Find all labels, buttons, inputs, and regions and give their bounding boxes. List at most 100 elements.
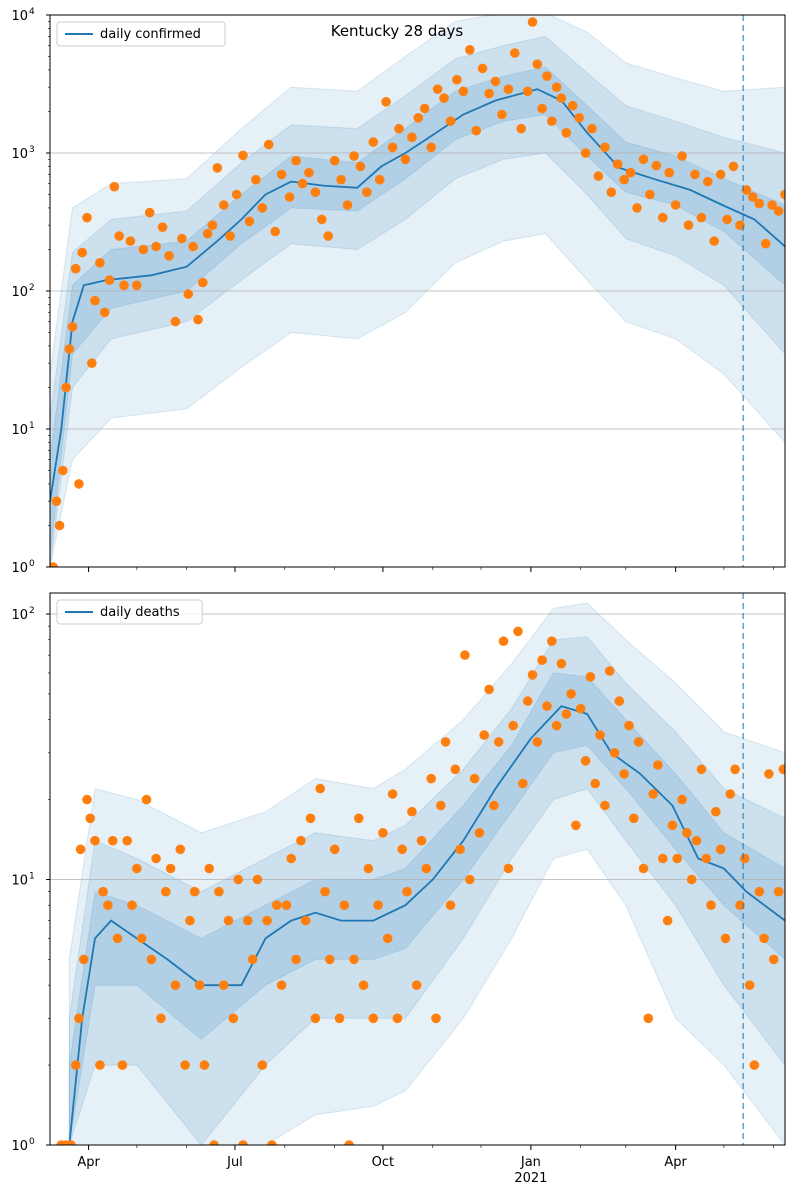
confirmed-observed-point bbox=[132, 280, 142, 291]
confirmed-observed-point bbox=[748, 192, 758, 202]
deaths-observed-point bbox=[368, 1013, 379, 1024]
deaths-observed-point bbox=[112, 933, 123, 944]
deaths-y-tick-label: 10 bbox=[11, 1139, 28, 1154]
deaths-observed-point bbox=[243, 915, 253, 926]
deaths-observed-point bbox=[662, 915, 673, 926]
confirmed-observed-point bbox=[251, 174, 261, 185]
confirmed-observed-point bbox=[452, 74, 462, 85]
deaths-observed-point bbox=[358, 980, 369, 990]
confirmed-band-mid bbox=[50, 35, 785, 567]
confirmed-observed-point bbox=[664, 167, 674, 178]
confirmed-observed-points bbox=[50, 17, 785, 567]
deaths-observed-point bbox=[575, 703, 586, 714]
confirmed-y-tick-label: 10 bbox=[11, 285, 28, 300]
deaths-axes-frame bbox=[49, 592, 786, 1146]
deaths-observed-point bbox=[503, 863, 514, 874]
deaths-observed-point bbox=[310, 1013, 321, 1024]
confirmed-observed-point bbox=[522, 86, 533, 97]
confirmed-observed-point bbox=[477, 63, 488, 74]
deaths-observed-point bbox=[82, 794, 92, 805]
deaths-observed-point bbox=[518, 778, 528, 789]
confirmed-y-tick-label: 10 bbox=[11, 423, 28, 438]
confirmed-observed-point bbox=[619, 174, 629, 185]
deaths-y-tick-label: 10 bbox=[11, 874, 28, 889]
confirmed-observed-point bbox=[606, 187, 617, 197]
deaths-observed-point bbox=[228, 1013, 239, 1024]
deaths-observed-point bbox=[194, 980, 205, 990]
deaths-y-tick-exponent: 2 bbox=[29, 606, 35, 616]
confirmed-observed-point bbox=[484, 88, 494, 99]
confirmed-observed-point bbox=[767, 200, 777, 210]
confirmed-observed-point bbox=[304, 167, 314, 178]
deaths-observed-point bbox=[638, 863, 649, 874]
deaths-observed-point bbox=[70, 1060, 81, 1070]
confirmed-observed-point bbox=[349, 151, 359, 161]
deaths-observed-point bbox=[522, 696, 533, 706]
deaths-model-line bbox=[68, 705, 785, 1145]
deaths-x-tick-label: Apr bbox=[77, 1155, 100, 1170]
confirmed-observed-point bbox=[432, 84, 443, 94]
confirmed-y-tick-label: 10 bbox=[11, 9, 28, 24]
confirmed-observed-point bbox=[225, 231, 235, 241]
confirmed-observed-point bbox=[188, 241, 198, 252]
deaths-observed-point bbox=[272, 900, 282, 910]
deaths-y-tick-label: 10 bbox=[11, 608, 28, 623]
deaths-observed-point bbox=[566, 689, 576, 699]
deaths-observed-point bbox=[286, 853, 297, 864]
deaths-observed-point bbox=[711, 806, 721, 817]
deaths-observed-point bbox=[551, 720, 562, 731]
deaths-observed-point bbox=[291, 954, 301, 965]
confirmed-y-tick-label: 10 bbox=[11, 561, 28, 576]
confirmed-observed-point bbox=[426, 142, 437, 153]
deaths-legend-box bbox=[56, 599, 203, 625]
deaths-observed-point bbox=[484, 684, 494, 695]
deaths-observed-point bbox=[281, 900, 292, 910]
deaths-x-tick-sublabel: 2021 bbox=[514, 1171, 547, 1186]
deaths-observed-point bbox=[489, 800, 499, 811]
confirmed-observed-point bbox=[760, 238, 771, 249]
deaths-legend-label: daily deaths bbox=[100, 605, 180, 620]
confirmed-median-line bbox=[50, 88, 785, 502]
deaths-observed-point bbox=[547, 636, 557, 646]
confirmed-observed-point bbox=[362, 187, 372, 197]
confirmed-observed-point bbox=[537, 103, 547, 114]
confirmed-observed-point bbox=[238, 150, 248, 161]
deaths-observed-point bbox=[79, 954, 89, 965]
confirmed-observed-point bbox=[374, 174, 385, 185]
confirmed-observed-point bbox=[212, 163, 223, 173]
confirmed-observed-point bbox=[114, 231, 124, 241]
confirmed-observed-point bbox=[284, 192, 295, 202]
deaths-observed-point bbox=[117, 1060, 128, 1070]
confirmed-axes-frame bbox=[49, 14, 786, 568]
confirmed-observed-point bbox=[645, 189, 655, 200]
deaths-observed-point bbox=[305, 813, 316, 824]
deaths-observed-point bbox=[421, 863, 432, 874]
confirmed-observed-point bbox=[600, 142, 610, 153]
deaths-observed-point bbox=[604, 666, 615, 676]
confirmed-observed-point bbox=[587, 123, 597, 134]
deaths-observed-point bbox=[276, 980, 287, 990]
deaths-observed-point bbox=[387, 789, 398, 799]
deaths-observed-point bbox=[682, 828, 692, 838]
deaths-observed-point bbox=[677, 794, 687, 805]
confirmed-observed-point bbox=[70, 263, 81, 274]
deaths-observed-point bbox=[127, 900, 137, 910]
deaths-observed-point bbox=[262, 915, 272, 926]
confirmed-observed-point bbox=[516, 123, 526, 134]
confirmed-observed-point bbox=[683, 220, 694, 230]
confirmed-observed-point bbox=[593, 171, 604, 181]
deaths-observed-point bbox=[619, 769, 629, 779]
confirmed-observed-point bbox=[82, 212, 92, 223]
deaths-x-tick-label: Jan bbox=[520, 1155, 541, 1170]
confirmed-observed-point bbox=[51, 496, 62, 507]
deaths-observed-point bbox=[74, 1013, 84, 1024]
confirmed-observed-point bbox=[580, 148, 591, 158]
deaths-observed-point bbox=[595, 730, 605, 740]
deaths-observed-point bbox=[764, 769, 774, 779]
deaths-observed-point bbox=[175, 844, 186, 855]
deaths-observed-point bbox=[329, 844, 340, 855]
deaths-observed-point bbox=[85, 813, 95, 824]
deaths-observed-point bbox=[773, 886, 784, 897]
confirmed-y-tick-exponent: 1 bbox=[29, 421, 35, 431]
